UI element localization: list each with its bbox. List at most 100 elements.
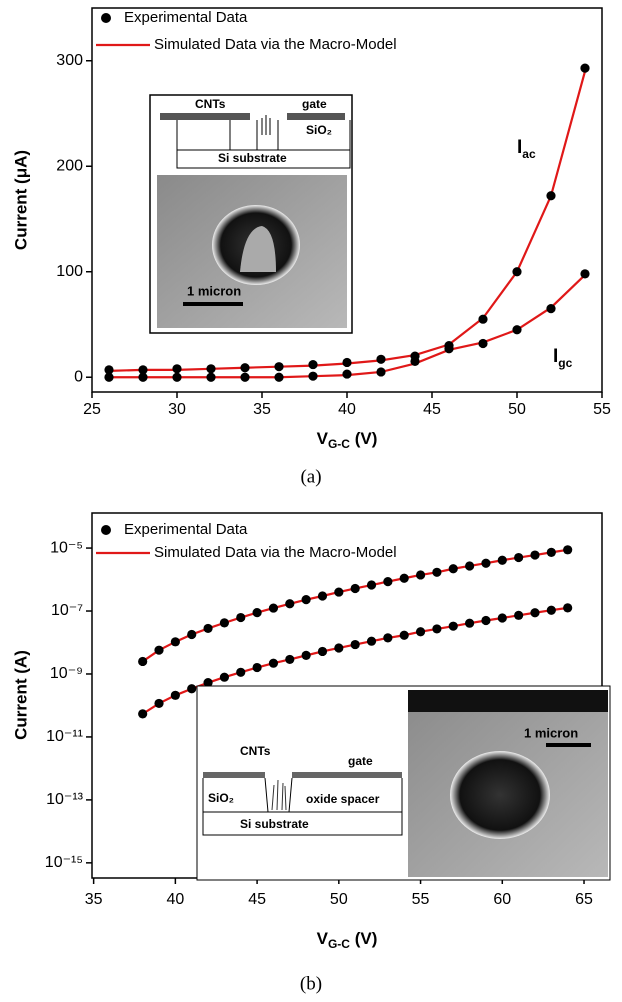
- data-point: [171, 637, 180, 646]
- data-point: [367, 637, 376, 646]
- data-point: [302, 595, 311, 604]
- data-point: [416, 570, 425, 579]
- inset-label: 1 micron: [187, 283, 241, 298]
- data-point: [302, 651, 311, 660]
- inset-label: Si substrate: [218, 151, 287, 165]
- data-point: [342, 369, 351, 378]
- data-point: [367, 580, 376, 589]
- data-point: [416, 627, 425, 636]
- data-point: [318, 591, 327, 600]
- data-point: [171, 691, 180, 700]
- data-point: [410, 357, 419, 366]
- data-point: [530, 550, 539, 559]
- data-point: [478, 339, 487, 348]
- x-axis-title: VG-C (V): [317, 429, 378, 451]
- data-point: [138, 373, 147, 382]
- legend-label: Simulated Data via the Macro-Model: [154, 36, 397, 53]
- data-point: [206, 373, 215, 382]
- x-title-sub: G-C: [328, 937, 350, 951]
- x-tick-label: 60: [493, 891, 511, 908]
- data-point: [465, 619, 474, 628]
- data-point: [334, 643, 343, 652]
- data-point: [530, 608, 539, 617]
- caption: (a): [300, 466, 321, 487]
- legend-label: Simulated Data via the Macro-Model: [154, 544, 397, 561]
- inset-label: Si substrate: [240, 817, 309, 831]
- caption: (b): [300, 973, 322, 994]
- x-tick-label: 55: [412, 891, 430, 908]
- inset-label: gate: [302, 97, 327, 111]
- y-tick-label: 10⁻¹³: [46, 791, 84, 808]
- data-point: [376, 355, 385, 364]
- data-point: [580, 64, 589, 73]
- curve-label: Iac: [517, 137, 536, 161]
- data-point: [274, 373, 283, 382]
- y-axis-title: Current (μA): [11, 150, 30, 250]
- legend-marker: [101, 525, 111, 535]
- data-point: [308, 372, 317, 381]
- data-point: [546, 191, 555, 200]
- data-point: [512, 267, 521, 276]
- y-tick-label: 0: [74, 368, 83, 385]
- data-point: [580, 269, 589, 278]
- data-point: [376, 367, 385, 376]
- y-tick-label: 10⁻¹¹: [46, 728, 83, 745]
- data-point: [342, 358, 351, 367]
- legend-marker: [101, 13, 111, 23]
- inset-label: SiO₂: [306, 123, 332, 137]
- inset-label: CNTs: [240, 744, 271, 758]
- data-point: [514, 611, 523, 620]
- x-tick-label: 55: [593, 401, 611, 418]
- y-tick-label: 10⁻⁵: [50, 539, 83, 556]
- data-point: [546, 304, 555, 313]
- data-point: [547, 606, 556, 615]
- data-point: [252, 663, 261, 672]
- figure: 253035404550550100200300Current (μA)VG-C…: [0, 0, 622, 1002]
- x-axis-title: VG-C (V): [317, 929, 378, 951]
- data-point: [318, 647, 327, 656]
- data-point: [351, 640, 360, 649]
- data-point: [285, 599, 294, 608]
- data-point: [383, 633, 392, 642]
- x-tick-label: 30: [168, 401, 186, 418]
- data-point: [449, 564, 458, 573]
- x-tick-label: 50: [508, 401, 526, 418]
- y-tick-label: 10⁻⁹: [50, 665, 83, 682]
- legend-label: Experimental Data: [124, 9, 248, 26]
- data-point: [512, 325, 521, 334]
- y-axis-title: Current (A): [11, 650, 30, 740]
- data-point: [138, 709, 147, 718]
- data-point: [220, 618, 229, 627]
- x-tick-label: 45: [423, 401, 441, 418]
- curve-label: Igc: [553, 346, 573, 370]
- data-point: [481, 559, 490, 568]
- x-title-main: V: [317, 929, 329, 948]
- data-point: [563, 603, 572, 612]
- x-tick-label: 35: [85, 891, 103, 908]
- data-point: [274, 362, 283, 371]
- data-point: [498, 613, 507, 622]
- data-point: [187, 684, 196, 693]
- data-point: [154, 699, 163, 708]
- inset-label: oxide spacer: [306, 792, 380, 806]
- inset-label: 1 micron: [524, 725, 578, 740]
- data-point: [465, 561, 474, 570]
- data-point: [563, 545, 572, 554]
- curve-label-sub: ac: [522, 147, 536, 161]
- x-tick-label: 35: [253, 401, 271, 418]
- data-point: [236, 668, 245, 677]
- inset-b: CNTs gate SiO₂ oxide spacer Si substrate…: [197, 686, 610, 880]
- inset-label: gate: [348, 754, 373, 768]
- data-point: [206, 364, 215, 373]
- x-tick-label: 50: [330, 891, 348, 908]
- data-point: [240, 363, 249, 372]
- data-point: [203, 624, 212, 633]
- data-point: [351, 584, 360, 593]
- x-title-sub: G-C: [328, 437, 350, 451]
- x-tick-label: 45: [248, 891, 266, 908]
- data-point: [334, 587, 343, 596]
- inset-a: CNTs gate SiO₂ Si substrate 1 micron: [150, 95, 352, 333]
- data-point: [187, 630, 196, 639]
- data-point: [449, 622, 458, 631]
- inset-label: SiO₂: [208, 791, 234, 805]
